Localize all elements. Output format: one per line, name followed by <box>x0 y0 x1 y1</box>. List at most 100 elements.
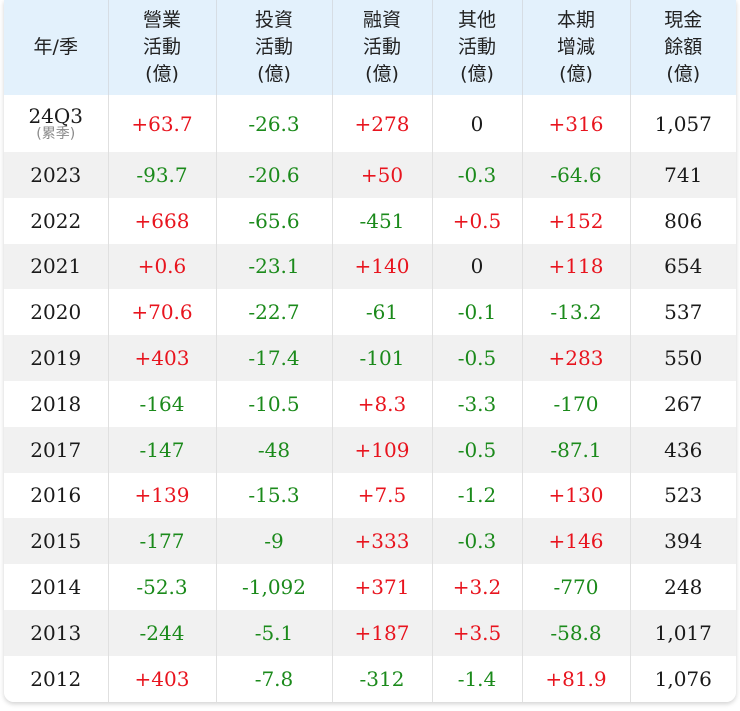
header-other: 其他 活動 (億) <box>431 0 522 95</box>
header-operating: 營業 活動 (億) <box>107 0 216 95</box>
financing-cell: +140 <box>331 243 432 290</box>
operating-cell: +668 <box>107 197 216 244</box>
cash-balance-cell: 248 <box>629 564 736 610</box>
header-label-line: (億) <box>559 63 593 85</box>
financing-cell: +333 <box>331 518 432 565</box>
period-cell: 24Q3 (累季) <box>4 95 108 152</box>
period-label: 2018 <box>30 391 82 416</box>
financing-cell: +371 <box>331 564 432 610</box>
other-cell: -3.3 <box>431 380 522 427</box>
header-label-line: (億) <box>460 63 494 85</box>
cash-balance-cell: 1,076 <box>629 655 736 702</box>
financing-cell: +187 <box>331 609 432 656</box>
investing-cell: -23.1 <box>215 243 332 290</box>
net-change-cell: -13.2 <box>521 289 630 336</box>
header-label-line: 融資 <box>362 9 401 31</box>
operating-cell: -93.7 <box>107 152 216 198</box>
cash-balance-cell: 537 <box>629 289 736 336</box>
header-label-line: 活動 <box>254 36 293 58</box>
other-cell: +3.2 <box>431 564 522 610</box>
period-cell: 2020 <box>4 289 108 336</box>
investing-cell: -15.3 <box>215 472 332 519</box>
other-cell: -0.1 <box>431 289 522 336</box>
operating-cell: -164 <box>107 380 216 427</box>
table-row: 2016 +139 -15.3 +7.5 -1.2 +130 523 <box>4 472 736 519</box>
other-cell: -0.3 <box>431 152 522 198</box>
cash-balance-cell: 267 <box>629 380 736 427</box>
investing-cell: -1,092 <box>215 564 332 610</box>
period-label: 2014 <box>30 575 82 600</box>
operating-cell: +0.6 <box>107 243 216 290</box>
table-row: 2015 -177 -9 +333 -0.3 +146 394 <box>4 518 736 565</box>
header-period: 年/季 <box>4 0 108 95</box>
table-row: 2022 +668 -65.6 -451 +0.5 +152 806 <box>4 197 736 244</box>
table-row: 24Q3 (累季) +63.7 -26.3 +278 0 +316 1,057 <box>4 95 736 152</box>
cash-flow-table: 年/季 營業 活動 (億) 投資 活動 (億) 融資 活動 (億) 其他 活動 (億) 本期 增減 (億) 現金… <box>4 0 736 702</box>
other-cell: -1.4 <box>431 655 522 702</box>
period-cell: 2012 <box>4 655 108 702</box>
header-label-line: 活動 <box>142 36 181 58</box>
operating-cell: +63.7 <box>107 95 216 152</box>
period-cell: 2021 <box>4 243 108 290</box>
cash-flow-table-card: 年/季 營業 活動 (億) 投資 活動 (億) 融資 活動 (億) 其他 活動 (億) 本期 增減 (億) 現金… <box>4 0 736 702</box>
table-body: 24Q3 (累季) +63.7 -26.3 +278 0 +316 1,057 2023 -93.… <box>4 95 736 702</box>
header-label-line: 增減 <box>556 36 595 58</box>
net-change-cell: +152 <box>521 197 630 244</box>
period-cell: 2015 <box>4 518 108 565</box>
period-cell: 2018 <box>4 380 108 427</box>
header-label-line: (億) <box>365 63 399 85</box>
net-change-cell: +146 <box>521 518 630 565</box>
other-cell: -0.3 <box>431 518 522 565</box>
period-cell: 2017 <box>4 426 108 473</box>
header-cash-balance: 現金 餘額 (億) <box>629 0 736 95</box>
header-investing: 投資 活動 (億) <box>215 0 332 95</box>
operating-cell: +139 <box>107 472 216 519</box>
table-row: 2023 -93.7 -20.6 +50 -0.3 -64.6 741 <box>4 152 736 198</box>
investing-cell: -7.8 <box>215 655 332 702</box>
investing-cell: -26.3 <box>215 95 332 152</box>
table-row: 2020 +70.6 -22.7 -61 -0.1 -13.2 537 <box>4 289 736 336</box>
period-note: (累季) <box>36 125 76 142</box>
period-cell: 2019 <box>4 335 108 381</box>
period-label: 2020 <box>30 300 82 325</box>
net-change-cell: +130 <box>521 472 630 519</box>
cash-balance-cell: 394 <box>629 518 736 565</box>
header-label-line: 投資 <box>254 9 293 31</box>
table-row: 2018 -164 -10.5 +8.3 -3.3 -170 267 <box>4 380 736 427</box>
operating-cell: +403 <box>107 655 216 702</box>
period-label: 24Q3 <box>28 103 84 128</box>
investing-cell: -5.1 <box>215 609 332 656</box>
header-label-line: 現金 <box>664 9 703 31</box>
operating-cell: -147 <box>107 426 216 473</box>
net-change-cell: -87.1 <box>521 426 630 473</box>
header-financing: 融資活動 (億) <box>331 0 432 95</box>
financing-cell: -61 <box>331 289 432 336</box>
other-cell: +3.5 <box>431 609 522 656</box>
header-label-line: 活動 <box>457 36 496 58</box>
header-label-line: 本期 <box>556 9 595 31</box>
period-label: 2021 <box>30 254 82 279</box>
period-label: 2017 <box>30 437 82 462</box>
table-header: 年/季 營業 活動 (億) 投資 活動 (億) 融資 活動 (億) 其他 活動 (億) 本期 增減 (億) 現金… <box>4 0 736 95</box>
financing-cell: +109 <box>331 426 432 473</box>
table-row: 2021 +0.6 -23.1 +140 0 +118 654 <box>4 243 736 290</box>
investing-cell: -10.5 <box>215 380 332 427</box>
period-label: 2023 <box>30 162 82 187</box>
net-change-cell: -58.8 <box>521 609 630 656</box>
header-label-line: 活動 <box>362 36 401 58</box>
cash-balance-cell: 550 <box>629 335 736 381</box>
investing-cell: -22.7 <box>215 289 332 336</box>
table-row: 2012 +403 -7.8 -312 -1.4 +81.9 1,076 <box>4 655 736 702</box>
net-change-cell: +81.9 <box>521 655 630 702</box>
net-change-cell: +283 <box>521 335 630 381</box>
investing-cell: -65.6 <box>215 197 332 244</box>
financing-cell: +278 <box>331 95 432 152</box>
net-change-cell: -770 <box>521 564 630 610</box>
header-label-line: 餘額 <box>664 36 703 58</box>
operating-cell: -244 <box>107 609 216 656</box>
cash-balance-cell: 1,057 <box>629 95 736 152</box>
header-row: 年/季 營業 活動 (億) 投資 活動 (億) 融資 活動 (億) 其他 活動 (億) 本期 增減 (億) 現金… <box>4 0 736 95</box>
period-cell: 2016 <box>4 472 108 519</box>
period-label: 2012 <box>30 666 82 691</box>
table-row: 2019 +403 -17.4 -101 -0.5 +283 550 <box>4 335 736 381</box>
